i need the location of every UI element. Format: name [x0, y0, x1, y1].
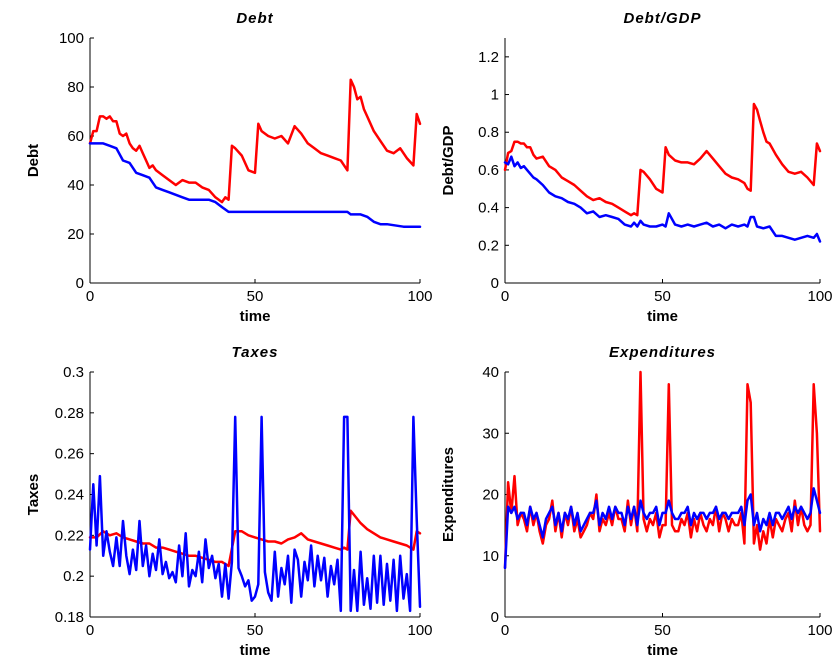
taxes-y-tick-label: 0.24: [55, 487, 84, 504]
debt-series-line-red: [88, 78, 422, 204]
expenditures-chart: 0 50 100 0 10 20 30 40 Expenditures time Expenditu…: [440, 344, 833, 659]
debt-y-tick-label: 100: [59, 30, 84, 47]
taxes-y-tick-label: 0.26: [55, 446, 84, 463]
expenditures-y-label: Expenditures: [440, 447, 457, 542]
debt-x-tick-label: 0: [86, 288, 94, 305]
expenditures-y-tick-label: 20: [482, 487, 499, 504]
taxes-y-tick-label: 0.18: [55, 609, 84, 626]
debt-y-tick-label: 0: [76, 275, 84, 292]
taxes-y-tick-label: 0.22: [55, 527, 84, 544]
expenditures-y-tick-label: 10: [482, 548, 499, 565]
debt-gdp-y-tick-label: 0: [491, 275, 499, 292]
taxes-y-tick-label: 0.3: [63, 364, 84, 381]
debt-gdp-x-tick-label: 50: [654, 288, 671, 305]
debt-x-tick-label: 100: [407, 288, 432, 305]
debt-gdp-series-line-blue: [503, 155, 822, 243]
debt-gdp-y-label: Debt/GDP: [440, 125, 457, 195]
taxes-series-line-blue: [88, 415, 422, 613]
expenditures-y-tick-label: 30: [482, 425, 499, 442]
debt-y-tick-label: 80: [67, 79, 84, 96]
expenditures-series-line-red: [503, 370, 822, 570]
taxes-y-tick-label: 0.28: [55, 405, 84, 422]
debt-gdp-y-tick-label: 1: [491, 87, 499, 104]
taxes-title: Taxes: [232, 344, 279, 361]
debt-y-tick-label: 60: [67, 128, 84, 145]
debt-gdp-x-label: time: [647, 308, 678, 325]
debt-gdp-x-tick-label: 100: [807, 288, 832, 305]
debt-y-tick-label: 40: [67, 177, 84, 194]
taxes-x-tick-label: 0: [86, 622, 94, 639]
debt-gdp-x-tick-label: 0: [501, 288, 509, 305]
taxes-y-tick-label: 0.2: [63, 568, 84, 585]
debt-gdp-y-tick-label: 0.2: [478, 237, 499, 254]
debt-series-line-blue: [88, 142, 422, 228]
taxes-chart: 0 50 100 0.18 0.2 0.22 0.24 0.26 0.28 0.3 Taxes tim…: [25, 344, 433, 659]
expenditures-y-tick-label: 0: [491, 609, 499, 626]
expenditures-x-tick-label: 100: [807, 622, 832, 639]
expenditures-x-tick-label: 0: [501, 622, 509, 639]
expenditures-x-tick-label: 50: [654, 622, 671, 639]
debt-gdp-y-tick-label: 0.6: [478, 162, 499, 179]
debt-gdp-series-line-red: [503, 102, 822, 217]
taxes-x-label: time: [240, 642, 271, 659]
expenditures-y-tick-label: 40: [482, 364, 499, 381]
expenditures-title: Expenditures: [609, 344, 716, 361]
debt-gdp-chart: 0 50 100 0 0.2 0.4 0.6 0.8 1 1.2 Debt/GDP time Debt/…: [440, 10, 833, 325]
debt-gdp-title: Debt/GDP: [623, 10, 701, 27]
expenditures-x-label: time: [647, 642, 678, 659]
taxes-y-label: Taxes: [25, 474, 42, 515]
debt-y-label: Debt: [25, 144, 42, 177]
debt-gdp-y-tick-label: 0.8: [478, 124, 499, 141]
taxes-x-tick-label: 100: [407, 622, 432, 639]
debt-y-tick-label: 20: [67, 226, 84, 243]
taxes-x-tick-label: 50: [247, 622, 264, 639]
debt-gdp-y-tick-label: 1.2: [478, 49, 499, 66]
debt-x-label: time: [240, 308, 271, 325]
debt-title: Debt: [236, 10, 273, 27]
debt-gdp-y-tick-label: 0.4: [478, 200, 499, 217]
expenditures-series-line-blue: [503, 487, 822, 570]
debt-x-tick-label: 50: [247, 288, 264, 305]
debt-chart: 0 50 100 0 20 40 60 80 100 Debt time Debt: [25, 10, 433, 325]
